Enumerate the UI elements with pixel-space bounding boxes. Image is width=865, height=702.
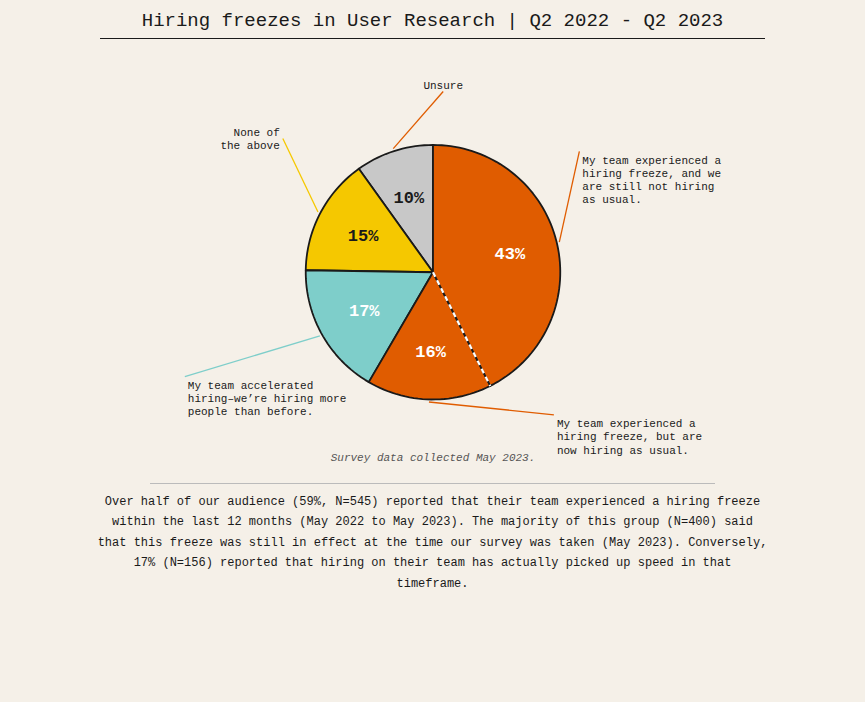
- html-text:Over half of our audience (59%: Over half of our audience (59%, N=545) r…: [97, 495, 768, 591]
- svg-text:My team acceleratedhiring–we’r: My team acceleratedhiring–we’re hiring m…: [188, 380, 346, 418]
- svg-text:None ofthe above: None ofthe above: [220, 127, 279, 152]
- svg-text:My team experienced ahiring fr: My team experienced ahiring freeze, but …: [557, 418, 702, 456]
- svg-text:16%: 16%: [415, 343, 446, 362]
- svg-text:My team experienced ahiring fr: My team experienced ahiring freeze, and …: [582, 155, 721, 207]
- svg-text:Survey data collected May 2023: Survey data collected May 2023.: [331, 452, 536, 464]
- html-text:Hiring freezes in User Researc: Hiring freezes in User Research | Q2 202…: [141, 10, 724, 32]
- svg-text:43%: 43%: [494, 245, 525, 264]
- svg-text:15%: 15%: [348, 227, 379, 246]
- svg-text:Unsure: Unsure: [423, 80, 463, 92]
- svg-text:10%: 10%: [394, 189, 425, 208]
- svg-text:17%: 17%: [349, 302, 380, 321]
